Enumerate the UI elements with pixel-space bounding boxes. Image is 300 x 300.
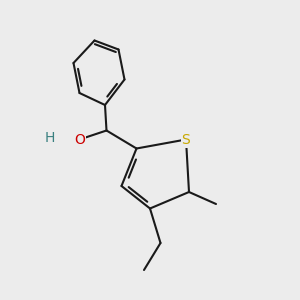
Text: O: O	[74, 133, 85, 146]
Text: S: S	[182, 133, 190, 146]
Text: H: H	[45, 131, 56, 145]
